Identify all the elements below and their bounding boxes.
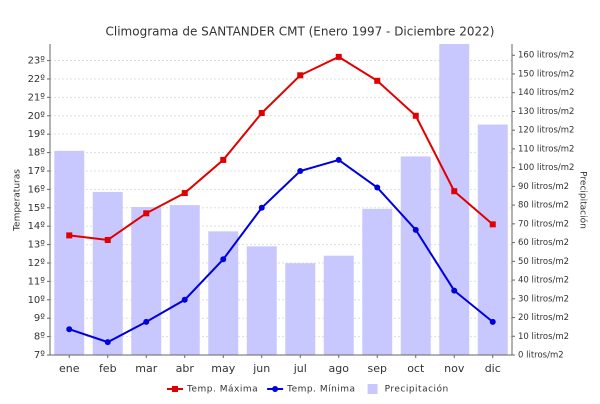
- marker: [335, 156, 342, 163]
- x-tick-label: ene: [59, 362, 80, 375]
- x-tick-label: nov: [444, 362, 465, 375]
- bar: [208, 231, 239, 355]
- y-tick-label: 14º: [28, 221, 46, 232]
- y2-tick-label: 50 litros/m2: [518, 257, 569, 267]
- y2-tick-label: 160 litros/m2: [518, 51, 574, 61]
- y-axis-title: Temperaturas: [13, 169, 23, 232]
- marker: [335, 53, 342, 60]
- marker: [258, 204, 265, 211]
- line: [68, 158, 494, 344]
- x-tick-label: mar: [135, 362, 157, 375]
- y-tick-label: 10º: [28, 295, 46, 306]
- bar: [246, 246, 277, 355]
- y2-tick-label: 90 litros/m2: [518, 182, 569, 192]
- x-tick-label: jun: [252, 362, 270, 375]
- x-tick-label: may: [211, 362, 235, 375]
- x-tick-label: ago: [329, 362, 350, 375]
- bar: [54, 150, 85, 355]
- legend-label: Temp. Máxima: [186, 385, 258, 395]
- marker: [143, 318, 150, 325]
- bar: [362, 208, 393, 355]
- x-tick-label: oct: [407, 362, 425, 375]
- y2-tick-label: 130 litros/m2: [518, 107, 574, 117]
- y-tick-label: 7º: [34, 350, 45, 361]
- marker: [489, 318, 496, 325]
- y2-tick-label: 80 litros/m2: [518, 201, 569, 211]
- y2-tick-label: 150 litros/m2: [518, 69, 574, 79]
- y2-axis-title: Precipitación: [578, 171, 589, 229]
- marker: [66, 326, 73, 333]
- y-tick-label: 19º: [28, 129, 46, 140]
- y2-tick-label: 20 litros/m2: [518, 313, 569, 323]
- bar: [323, 255, 354, 355]
- chart-title: Climograma de SANTANDER CMT (Enero 1997 …: [106, 25, 495, 39]
- y2-tick-label: 120 litros/m2: [518, 126, 574, 136]
- bar: [285, 263, 316, 355]
- y-tick-label: 20º: [28, 111, 46, 122]
- x-tick-label: sep: [368, 362, 387, 375]
- legend-label: Temp. Mínima: [286, 385, 355, 395]
- marker: [220, 256, 227, 263]
- marker: [412, 112, 419, 119]
- marker: [412, 226, 419, 233]
- y-tick-label: 21º: [28, 92, 46, 103]
- y-tick-label: 8º: [34, 332, 45, 343]
- marker: [66, 232, 73, 239]
- x-tick-label: jul: [293, 362, 307, 375]
- marker: [181, 296, 188, 303]
- bar: [131, 206, 162, 355]
- y2-tick-label: 70 litros/m2: [518, 219, 569, 229]
- y-tick-label: 12º: [28, 258, 46, 269]
- marker: [258, 110, 265, 117]
- y-tick-label: 9º: [34, 313, 45, 324]
- legend-marker: [172, 386, 178, 392]
- y2-tick-label: 0 litros/m2: [518, 351, 564, 361]
- y2-tick-label: 10 litros/m2: [518, 332, 569, 342]
- bar: [400, 156, 431, 355]
- legend-label: Precipitación: [385, 384, 449, 395]
- y-tick-label: 18º: [28, 148, 46, 159]
- y2-tick-label: 40 litros/m2: [518, 276, 569, 286]
- legend-swatch: [367, 384, 378, 394]
- y-tick-label: 16º: [28, 184, 46, 195]
- marker: [104, 339, 111, 346]
- y-tick-label: 17º: [28, 166, 46, 177]
- y2-tick-label: 30 litros/m2: [518, 294, 569, 304]
- x-tick-label: abr: [176, 362, 195, 375]
- y-tick-label: 13º: [28, 240, 46, 251]
- marker: [181, 190, 188, 197]
- x-tick-label: feb: [99, 362, 117, 375]
- x-tick-label: dic: [485, 362, 501, 375]
- marker: [451, 188, 458, 195]
- marker: [297, 72, 304, 79]
- y2-tick-label: 110 litros/m2: [518, 144, 574, 154]
- bar: [92, 192, 123, 355]
- marker: [104, 236, 111, 243]
- marker: [451, 287, 458, 294]
- bar: [169, 205, 200, 355]
- y2-tick-label: 60 litros/m2: [518, 238, 569, 248]
- y-tick-label: 22º: [28, 74, 46, 85]
- marker: [374, 77, 381, 84]
- marker: [489, 221, 496, 228]
- legend-marker: [272, 386, 279, 392]
- bar: [477, 124, 508, 355]
- y-tick-label: 23º: [28, 56, 46, 67]
- marker: [143, 210, 150, 217]
- marker: [297, 167, 304, 174]
- y-tick-label: 11º: [28, 276, 46, 287]
- y2-tick-label: 140 litros/m2: [518, 88, 574, 98]
- y-tick-label: 15º: [28, 203, 46, 214]
- marker: [374, 184, 381, 191]
- y2-tick-label: 100 litros/m2: [518, 163, 574, 173]
- marker: [220, 156, 227, 163]
- line: [69, 55, 494, 242]
